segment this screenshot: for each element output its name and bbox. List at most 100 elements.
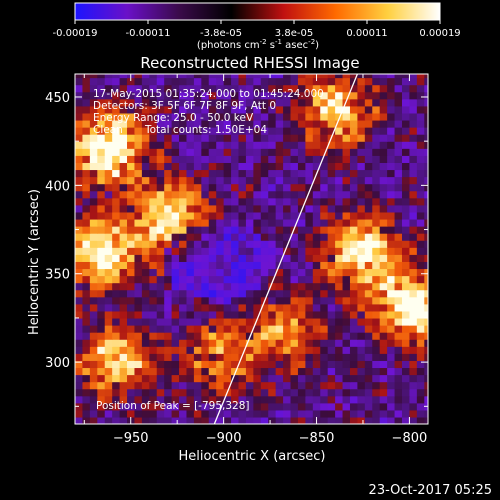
heatmap-cell bbox=[75, 119, 84, 128]
heatmap-cell bbox=[372, 416, 381, 424]
heatmap-cell bbox=[320, 303, 329, 312]
heatmap-cell bbox=[327, 162, 336, 171]
heatmap-cell bbox=[275, 176, 284, 185]
heatmap-cell bbox=[297, 296, 306, 305]
heatmap-cell bbox=[364, 346, 373, 354]
heatmap-cell bbox=[141, 289, 150, 298]
heatmap-cell bbox=[275, 360, 284, 369]
heatmap-cell bbox=[290, 360, 299, 369]
heatmap-cell bbox=[223, 296, 232, 305]
heatmap-cell bbox=[312, 296, 321, 305]
heatmap-cell bbox=[275, 374, 284, 383]
heatmap-cell bbox=[268, 374, 277, 383]
heatmap-cell bbox=[97, 310, 106, 319]
heatmap-cell bbox=[156, 303, 165, 312]
heatmap-cell bbox=[82, 240, 91, 248]
heatmap-cell bbox=[268, 367, 277, 376]
heatmap-cell bbox=[290, 395, 299, 404]
heatmap-cell bbox=[387, 360, 396, 369]
heatmap-cell bbox=[141, 381, 150, 390]
heatmap-cell bbox=[245, 353, 254, 361]
heatmap-cell bbox=[245, 402, 254, 411]
heatmap-cell bbox=[245, 162, 254, 171]
heatmap-cell bbox=[208, 240, 217, 248]
heatmap-cell bbox=[193, 240, 202, 248]
heatmap-cell bbox=[275, 204, 284, 213]
heatmap-cell bbox=[231, 261, 240, 270]
heatmap-cell bbox=[141, 303, 150, 312]
heatmap-cell bbox=[327, 204, 336, 213]
heatmap-cell bbox=[208, 148, 217, 156]
heatmap-cell bbox=[349, 190, 358, 199]
heatmap-cell bbox=[364, 381, 373, 390]
heatmap-cell bbox=[75, 98, 84, 107]
heatmap-cell bbox=[268, 339, 277, 347]
heatmap-cell bbox=[320, 141, 329, 149]
heatmap-cell bbox=[97, 162, 106, 171]
heatmap-cell bbox=[134, 402, 143, 411]
heatmap-cell bbox=[82, 381, 91, 390]
heatmap-cell bbox=[387, 112, 396, 121]
heatmap-cell bbox=[141, 268, 150, 277]
heatmap-cell bbox=[372, 317, 381, 326]
heatmap-cell bbox=[82, 282, 91, 291]
heatmap-cell bbox=[104, 105, 113, 114]
heatmap-cell bbox=[305, 155, 314, 163]
heatmap-cell bbox=[379, 77, 388, 86]
heatmap-cell bbox=[149, 360, 158, 369]
heatmap-cell bbox=[349, 233, 358, 241]
heatmap-cell bbox=[401, 197, 411, 206]
heatmap-cell bbox=[179, 98, 188, 107]
heatmap-cell bbox=[394, 119, 403, 128]
heatmap-cell bbox=[357, 317, 366, 326]
heatmap-cell bbox=[275, 169, 284, 178]
heatmap-cell bbox=[89, 275, 98, 284]
heatmap-cell bbox=[342, 332, 351, 340]
heatmap-cell bbox=[416, 247, 425, 255]
colorbar-ticks: -0.00019 -0.00011 -3.8e-05 3.8e-05 0.00011 0.… bbox=[53, 20, 461, 39]
heatmap-cell bbox=[275, 91, 284, 100]
heatmap-cell bbox=[171, 395, 180, 404]
heatmap-cell bbox=[387, 381, 396, 390]
heatmap-cell bbox=[253, 176, 262, 185]
heatmap-cell bbox=[372, 98, 381, 107]
heatmap-cell bbox=[283, 162, 292, 171]
heatmap-cell bbox=[327, 155, 336, 163]
heatmap-cell bbox=[357, 105, 366, 114]
heatmap-cell bbox=[75, 367, 84, 376]
heatmap-cell bbox=[208, 268, 217, 277]
heatmap-cell bbox=[82, 395, 91, 404]
heatmap-cell bbox=[216, 247, 225, 255]
heatmap-cell bbox=[245, 77, 254, 86]
heatmap-cell bbox=[208, 98, 217, 107]
heatmap-cell bbox=[171, 176, 180, 185]
heatmap-cell bbox=[112, 98, 121, 107]
heatmap-cell bbox=[89, 282, 98, 291]
heatmap-cell bbox=[119, 197, 128, 206]
heatmap-cell bbox=[297, 339, 306, 347]
heatmap-cell bbox=[82, 409, 91, 418]
heatmap-cell bbox=[216, 325, 225, 333]
heatmap-cell bbox=[89, 310, 98, 319]
heatmap-cell bbox=[409, 211, 418, 220]
heatmap-cell bbox=[312, 339, 321, 347]
heatmap-cell bbox=[424, 218, 428, 227]
heatmap-cell bbox=[349, 339, 358, 347]
heatmap-cell bbox=[134, 303, 143, 312]
heatmap-cell bbox=[141, 254, 150, 262]
heatmap-cell bbox=[253, 112, 262, 121]
heatmap-cell bbox=[305, 381, 314, 390]
heatmap-cell bbox=[387, 162, 396, 171]
heatmap-cell bbox=[238, 204, 247, 213]
heatmap-cell bbox=[112, 254, 121, 262]
heatmap-cell bbox=[82, 360, 91, 369]
heatmap-cell bbox=[320, 233, 329, 241]
heatmap-cell bbox=[164, 325, 173, 333]
heatmap-cell bbox=[223, 119, 232, 128]
heatmap-cell bbox=[327, 127, 336, 135]
heatmap-cell bbox=[335, 367, 344, 376]
heatmap-cell bbox=[297, 325, 306, 333]
heatmap-cell bbox=[193, 119, 202, 128]
heatmap-cell bbox=[186, 310, 195, 319]
heatmap-cell bbox=[119, 332, 128, 340]
